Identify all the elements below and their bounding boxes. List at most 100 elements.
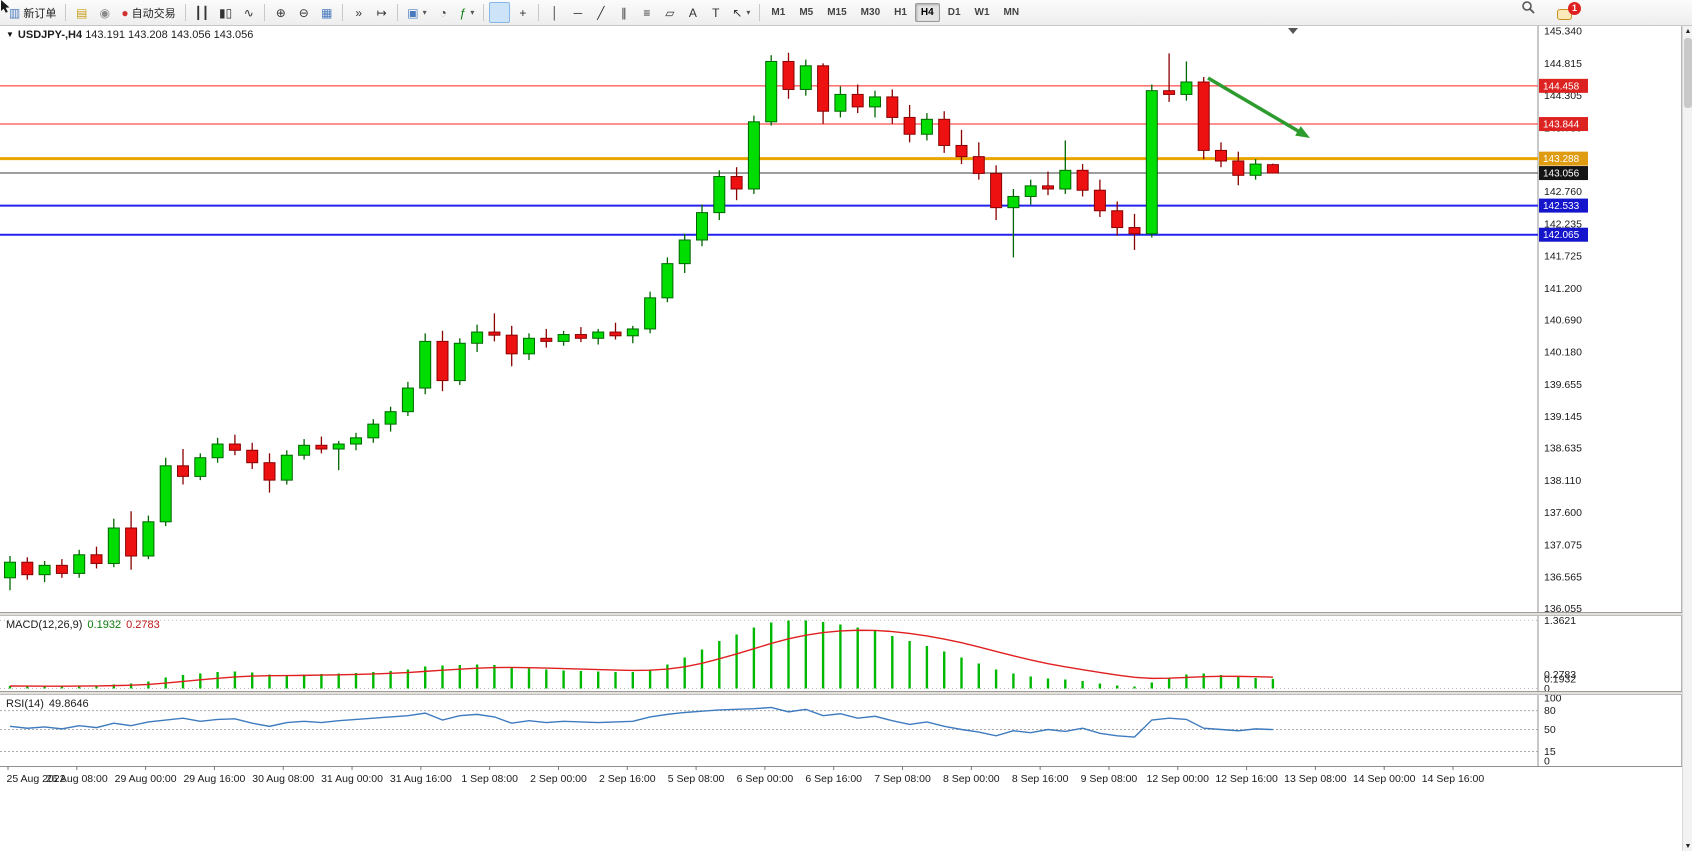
svg-text:143.288: 143.288 [1543, 154, 1580, 165]
macd-name: MACD(12,26,9) [6, 619, 83, 631]
auto-trading-button-label: 自动交易 [131, 7, 176, 20]
svg-text:2 Sep 00:00: 2 Sep 00:00 [530, 773, 587, 785]
svg-text:31 Aug 16:00: 31 Aug 16:00 [390, 773, 452, 785]
dropdown-arrow-icon: ▾ [746, 8, 751, 17]
shapes-icon: ▱ [665, 5, 675, 20]
rsi-pane[interactable]: 100 80 50 15 0 RSI(14) 49.8646 [0, 695, 1682, 766]
timeframe-group: M1 M5 M15 M30 H1 H4 D1 W1 MN [764, 0, 1026, 25]
arrows-button[interactable]: ↖ ▾ [728, 2, 754, 23]
one-click-trading-toggle[interactable]: ▼ [6, 30, 14, 39]
clock-icon: ◔ [439, 5, 447, 20]
indicators-button[interactable]: ƒ ▾ [456, 2, 479, 23]
text-label-button[interactable]: T [705, 2, 726, 23]
svg-text:0: 0 [1544, 756, 1550, 767]
scrollbar-down-icon[interactable]: ▼ [1684, 842, 1692, 850]
tile-windows-button[interactable]: ▦ [316, 2, 337, 23]
svg-text:141.725: 141.725 [1544, 250, 1582, 262]
svg-text:137.075: 137.075 [1544, 540, 1582, 552]
search-button[interactable] [1522, 1, 1543, 24]
chart-empty-area [0, 790, 1682, 851]
svg-text:143.844: 143.844 [1543, 120, 1580, 131]
channel-icon: ∥ [620, 5, 627, 20]
bar-chart-button[interactable]: ┃┃ [191, 2, 213, 23]
new-chart-icon: ▣ [407, 5, 419, 20]
svg-text:0: 0 [1544, 683, 1550, 691]
horizontal-line-button[interactable]: ─ [567, 2, 588, 23]
toolbar: ▥ 新订单 ▤ ◉ ● 自动交易 ┃┃ ▮▯ ∿ ⊕ ⊖ ▦» ↦ ▣ ▾ ◔ ƒ ▾ + │ ─ ╱ ∥ ≡ ▱ A T ↖ ▾ M1… [0, 0, 1692, 26]
svg-text:142.065: 142.065 [1543, 230, 1580, 241]
toolbar-separator [65, 4, 67, 21]
crosshair-icon: + [519, 5, 527, 20]
chart-window-button[interactable]: ▤ [71, 2, 92, 23]
fibonacci-button[interactable]: ≡ [636, 2, 657, 23]
timeframe-h1[interactable]: H1 [894, 7, 907, 18]
time-axis[interactable]: 25 Aug 2022 26 Aug 08:00 29 Aug 00:00 29 Au… [0, 766, 1682, 790]
timeframe-m15[interactable]: M15 [827, 7, 847, 18]
trendline-button[interactable]: ╱ [590, 2, 611, 23]
svg-text:50: 50 [1544, 724, 1556, 736]
chart-shift-button[interactable]: ↦ [371, 2, 392, 23]
toolbar-separator [397, 4, 399, 21]
svg-text:143.056: 143.056 [1543, 169, 1580, 180]
trend-arrow[interactable] [1207, 76, 1310, 138]
svg-text:12 Sep 00:00: 12 Sep 00:00 [1147, 773, 1210, 785]
scrollbar-up-icon[interactable]: ▲ [1684, 27, 1692, 35]
main-chart-pane[interactable]: 145.340144.815144.305143.780143.270142.7… [0, 26, 1682, 612]
vertical-scrollbar[interactable]: ▲ ▼ [1682, 26, 1692, 851]
svg-text:140.690: 140.690 [1544, 315, 1582, 327]
timeframe-w1[interactable]: W1 [974, 7, 990, 18]
dropdown-arrow-icon: ▾ [422, 8, 427, 17]
line-chart-button[interactable]: ∿ [238, 2, 259, 23]
macd-pane[interactable]: 1.3621 0.2783 0.1932 0 MACD(12,26,9) 0.1932 0… [0, 616, 1682, 691]
vertical-line-button[interactable]: │ [544, 2, 565, 23]
svg-text:140.180: 140.180 [1544, 346, 1582, 358]
timeframe-m30[interactable]: M30 [860, 7, 881, 18]
candlestick-chart-button[interactable]: ▮▯ [215, 2, 236, 23]
svg-text:15: 15 [1544, 746, 1556, 758]
macd-main-value: 0.1932 [87, 619, 122, 631]
market-watch-button[interactable]: ◉ [94, 2, 115, 23]
symbol-title: USDJPY-,H4 [17, 29, 83, 41]
svg-text:1 Sep 08:00: 1 Sep 08:00 [461, 773, 518, 785]
svg-text:145.340: 145.340 [1544, 26, 1582, 37]
channel-button[interactable]: ∥ [613, 2, 634, 23]
period-button[interactable]: ◔ [433, 2, 454, 23]
notifications-button[interactable]: 1 [1553, 1, 1581, 24]
toolbar-right: 1 [1521, 0, 1581, 26]
timeframe-m5[interactable]: M5 [799, 7, 814, 18]
text-label-icon: T [712, 5, 720, 20]
zoom-in-button[interactable]: ⊕ [270, 2, 291, 23]
timeframe-d1[interactable]: D1 [947, 7, 961, 18]
pane-splitter[interactable] [0, 691, 1682, 695]
auto-trading-icon: ● [121, 5, 129, 20]
horizontal-line-icon: ─ [573, 5, 583, 20]
auto-scroll-button[interactable]: » [348, 2, 369, 23]
auto-trading-button[interactable]: ● 自动交易 [117, 2, 179, 23]
text-icon: A [688, 5, 697, 20]
scrollbar-thumb[interactable] [1684, 38, 1692, 108]
svg-text:137.600: 137.600 [1544, 507, 1582, 519]
timeframe-m1[interactable]: M1 [771, 7, 786, 18]
symbol-header: ▼ USDJPY-,H4 143.191 143.208 143.056 143.… [6, 29, 253, 41]
chat-bubble-icon: 1 [1557, 1, 1581, 21]
svg-text:0.1932: 0.1932 [1544, 673, 1576, 685]
globe-icon: ◉ [99, 5, 111, 20]
new-chart-button[interactable]: ▣ ▾ [403, 2, 430, 23]
timeframe-h4[interactable]: H4 [914, 3, 940, 22]
crosshair-button[interactable]: + [512, 2, 533, 23]
svg-text:8 Sep 16:00: 8 Sep 16:00 [1012, 773, 1069, 785]
timeframe-mn[interactable]: MN [1003, 7, 1020, 18]
svg-text:142.235: 142.235 [1544, 219, 1582, 231]
svg-text:138.635: 138.635 [1544, 443, 1582, 455]
svg-text:144.305: 144.305 [1544, 90, 1582, 102]
shapes-button[interactable]: ▱ [659, 2, 680, 23]
candlestick-icon: ▮▯ [219, 5, 233, 20]
toolbar-left: ▥ 新订单 ▤ ◉ ● 自动交易 ┃┃ ▮▯ ∿ ⊕ ⊖ ▦» ↦ ▣ ▾ ◔ ƒ ▾ + │ ─ ╱ ∥ ≡ ▱ A T ↖ ▾ [1, 0, 764, 25]
text-button[interactable]: A [682, 2, 703, 23]
cursor-button[interactable] [1, 0, 511, 23]
new-order-button[interactable]: ▥ 新订单 [5, 2, 60, 23]
pane-splitter[interactable] [0, 612, 1682, 616]
svg-text:142.533: 142.533 [1543, 201, 1580, 212]
svg-text:80: 80 [1544, 705, 1556, 717]
zoom-out-button[interactable]: ⊖ [293, 2, 314, 23]
